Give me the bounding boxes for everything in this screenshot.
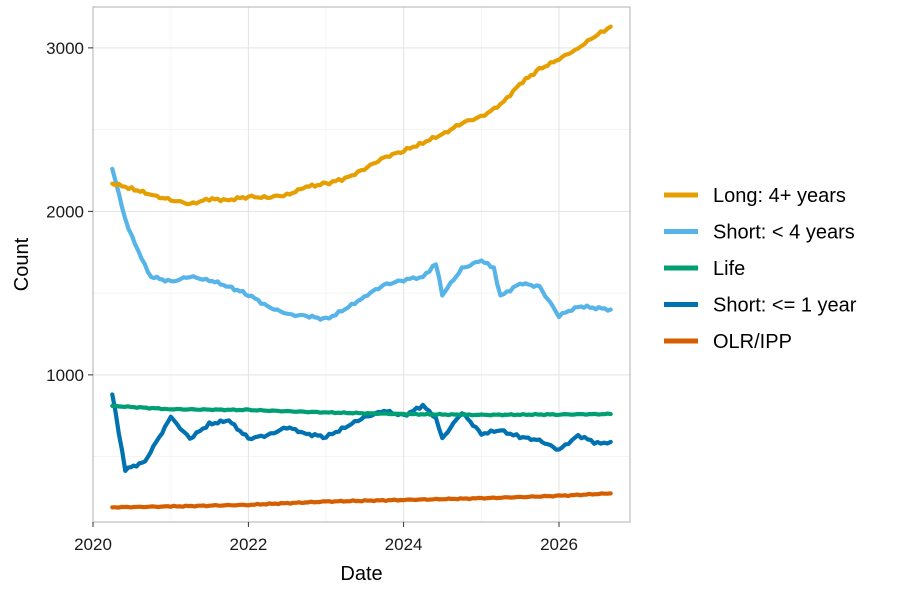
y-axis-title: Count bbox=[11, 237, 33, 291]
legend-label: Long: 4+ years bbox=[713, 185, 846, 207]
series-line-3 bbox=[110, 392, 613, 473]
legend-label: Short: < 4 years bbox=[713, 222, 855, 244]
legend-label: OLR/IPP bbox=[713, 331, 792, 353]
x-tick-label: 2026 bbox=[540, 535, 578, 554]
series-line-0 bbox=[110, 24, 613, 207]
x-axis-title: Date bbox=[340, 563, 382, 585]
y-tick-label: 1000 bbox=[46, 366, 84, 385]
y-axis: 1000 2000 3000 bbox=[46, 39, 93, 385]
series-line-2 bbox=[110, 403, 613, 418]
y-tick-label: 3000 bbox=[46, 39, 84, 58]
series-line-4 bbox=[110, 491, 613, 510]
x-tick-label: 2020 bbox=[74, 535, 112, 554]
plot-panel-border bbox=[92, 6, 631, 523]
series-line-1 bbox=[110, 166, 613, 322]
legend-label: Short: <= 1 year bbox=[713, 295, 857, 317]
legend-label: Life bbox=[713, 258, 745, 280]
x-tick-label: 2024 bbox=[385, 535, 423, 554]
x-axis: 2020 2022 2024 2026 bbox=[74, 522, 578, 554]
y-tick-label: 2000 bbox=[46, 202, 84, 221]
x-tick-label: 2022 bbox=[229, 535, 267, 554]
legend: Long: 4+ years Short: < 4 years Life Short:… bbox=[664, 185, 857, 353]
series-lines bbox=[110, 24, 613, 510]
